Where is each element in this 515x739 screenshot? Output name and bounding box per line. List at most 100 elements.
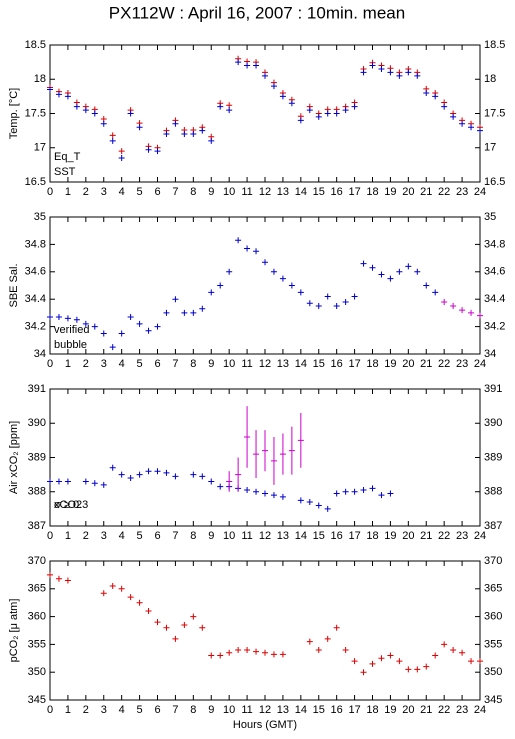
x-tick-label: 16 <box>331 530 343 542</box>
x-tick-label: 9 <box>208 358 214 370</box>
x-tick-label: 9 <box>208 186 214 198</box>
data-point <box>47 478 53 485</box>
data-point <box>396 268 403 275</box>
x-tick-label: 15 <box>313 704 325 716</box>
data-point <box>297 412 304 468</box>
x-tick-label: 19 <box>384 186 396 198</box>
x-tick-label: 7 <box>172 358 178 370</box>
y-tick-label-right: 390 <box>484 417 502 429</box>
data-point <box>82 478 89 485</box>
x-tick-label: 21 <box>420 358 432 370</box>
data-point <box>342 646 349 653</box>
y-tick-label-right: 387 <box>484 520 502 532</box>
y-axis-label: Air xCO₂ [ppm] <box>8 421 20 494</box>
y-tick-label-right: 34.2 <box>484 321 505 333</box>
x-tick-label: 24 <box>474 186 486 198</box>
data-point <box>450 113 457 120</box>
data-point <box>244 245 251 252</box>
y-axis-label: Temp. [°C] <box>8 88 20 139</box>
data-point <box>262 430 268 472</box>
y-tick-label: 34.8 <box>25 238 46 250</box>
data-point <box>145 608 152 615</box>
data-point <box>423 282 430 289</box>
data-point <box>226 471 233 492</box>
data-point <box>423 89 430 96</box>
data-point <box>118 471 125 478</box>
data-point <box>468 658 475 665</box>
data-point <box>73 103 80 110</box>
x-tick-label: 7 <box>172 704 178 716</box>
data-point <box>208 137 215 144</box>
data-point <box>181 131 188 138</box>
x-tick-label: 4 <box>119 358 125 370</box>
y-tick-label-right: 34.6 <box>484 266 505 278</box>
data-point <box>172 120 179 127</box>
y-tick-label: 345 <box>28 694 46 706</box>
data-point <box>468 124 475 131</box>
data-point <box>333 490 340 497</box>
data-point <box>360 260 367 267</box>
data-point <box>235 646 242 653</box>
data-point <box>64 478 71 485</box>
data-point <box>136 124 143 131</box>
x-tick-label: 3 <box>101 704 107 716</box>
x-tick-label: 0 <box>47 358 53 370</box>
y-tick-label-right: 360 <box>484 611 502 623</box>
x-tick-label: 18 <box>366 704 378 716</box>
data-point <box>118 148 125 155</box>
data-point <box>118 330 125 337</box>
y-tick-label-right: 35 <box>484 211 496 223</box>
data-point <box>253 648 260 655</box>
y-tick-label-right: 370 <box>484 555 502 567</box>
data-point <box>253 488 260 495</box>
x-tick-label: 4 <box>119 186 125 198</box>
data-point <box>154 468 161 475</box>
data-point <box>270 268 277 275</box>
chart-title: PX112W : April 16, 2007 : 10min. mean <box>109 3 405 22</box>
x-tick-label: 22 <box>438 530 450 542</box>
data-point <box>279 93 286 100</box>
y-axis-label: SBE Sal. <box>8 263 20 307</box>
y-tick-label-right: 34 <box>484 348 496 360</box>
x-tick-label: 11 <box>241 186 252 198</box>
data-point <box>270 651 277 658</box>
x-tick-label: 1 <box>65 704 71 716</box>
y-tick-label: 387 <box>28 520 46 532</box>
x-tick-label: 23 <box>456 358 468 370</box>
data-point <box>181 621 188 628</box>
data-point <box>297 497 304 504</box>
x-tick-label: 16 <box>331 186 343 198</box>
data-point <box>172 296 179 303</box>
x-tick-label: 24 <box>474 358 486 370</box>
data-point <box>244 487 251 494</box>
data-point <box>181 309 188 316</box>
data-point <box>432 289 439 296</box>
data-point <box>127 314 134 321</box>
data-point <box>441 641 448 648</box>
data-point <box>217 483 224 490</box>
data-point <box>378 655 385 662</box>
data-point <box>91 110 98 117</box>
y-tick-label-right: 365 <box>484 583 502 595</box>
x-tick-label: 24 <box>474 530 486 542</box>
x-tick-label: 6 <box>154 186 160 198</box>
data-point <box>396 658 403 665</box>
data-point <box>199 624 206 631</box>
data-point <box>127 475 134 482</box>
data-point <box>306 107 313 114</box>
data-point <box>387 652 394 659</box>
x-tick-label: 4 <box>119 704 125 716</box>
data-point <box>288 282 295 289</box>
data-point <box>244 646 251 653</box>
y-tick-label-right: 34.4 <box>484 293 505 305</box>
data-point <box>279 493 286 500</box>
y-tick-label: 365 <box>28 583 46 595</box>
data-point <box>55 314 62 321</box>
data-point <box>55 575 62 582</box>
x-tick-label: 12 <box>259 186 271 198</box>
data-point <box>387 275 394 282</box>
data-point <box>109 464 116 471</box>
data-point <box>360 69 367 76</box>
x-tick-label: 23 <box>456 530 468 542</box>
